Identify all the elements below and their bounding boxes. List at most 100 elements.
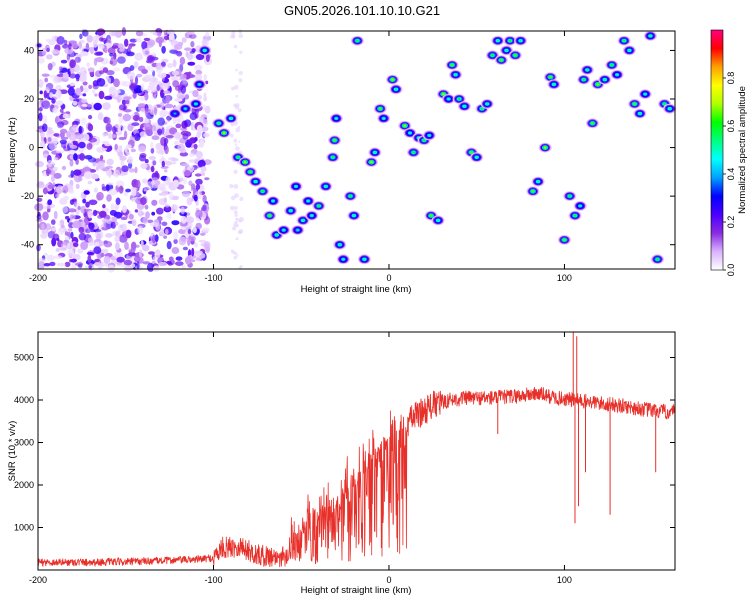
noise-speckle: [39, 90, 43, 95]
noise-speckle: [41, 47, 47, 56]
noise-speckle: [190, 41, 195, 48]
noise-speckle: [127, 156, 134, 164]
spectral-blob: [442, 94, 456, 104]
noise-speckle: [144, 74, 154, 80]
noise-speckle: [128, 44, 133, 50]
noise-speckle: [38, 260, 45, 270]
noise-speckle: [80, 117, 87, 126]
noise-speckle: [42, 115, 48, 124]
colorbar-tick-label: 0.4: [726, 168, 736, 181]
noise-speckle: [235, 218, 238, 221]
noise-speckle: [118, 117, 123, 124]
noise-speckle: [195, 151, 203, 159]
noise-speckle: [115, 197, 121, 205]
spectral-blob: [277, 225, 291, 236]
noise-speckle: [165, 176, 171, 185]
noise-speckle: [87, 210, 92, 219]
noise-speckle: [37, 80, 45, 85]
spectral-blob: [431, 215, 445, 226]
noise-speckle: [186, 197, 193, 206]
noise-speckle: [229, 133, 234, 138]
noise-speckle: [169, 49, 178, 54]
noise-speckle: [98, 45, 105, 50]
noise-speckle: [172, 80, 180, 88]
noise-speckle: [155, 36, 165, 44]
noise-speckle: [59, 197, 68, 205]
noise-speckle: [56, 185, 65, 194]
noise-speckle: [150, 86, 158, 92]
spectral-blob: [663, 103, 677, 114]
noise-speckle: [62, 206, 69, 214]
noise-speckle: [61, 241, 68, 250]
colorbar-tick-label: 0.0: [726, 264, 736, 277]
snr-series-line: [37, 386, 676, 568]
noise-speckle: [127, 124, 134, 132]
noise-speckle: [139, 96, 146, 101]
spectral-blob: [263, 210, 277, 221]
noise-speckle: [230, 86, 235, 91]
x-tick-label: -100: [204, 575, 222, 585]
noise-speckle: [201, 227, 210, 232]
noise-speckle: [68, 189, 75, 194]
noise-speckle: [58, 222, 62, 226]
noise-speckle: [77, 248, 84, 254]
spectral-blob: [312, 200, 326, 211]
noise-speckle: [171, 70, 180, 76]
noise-speckle: [172, 231, 179, 240]
noise-speckle: [141, 212, 145, 216]
spectral-blob: [301, 196, 315, 206]
noise-speckle: [144, 107, 149, 117]
noise-speckle: [95, 34, 100, 41]
spectrogram-features: [168, 30, 677, 265]
noise-speckle: [114, 30, 122, 38]
noise-speckle: [85, 42, 90, 50]
noise-speckle: [65, 215, 70, 220]
noise-speckle: [39, 131, 45, 138]
noise-speckle: [230, 122, 235, 127]
noise-speckle: [161, 45, 166, 54]
noise-speckle: [72, 242, 79, 247]
noise-speckle: [80, 205, 87, 214]
noise-speckle: [51, 227, 56, 232]
noise-speckle: [129, 82, 138, 90]
noise-speckle: [161, 160, 165, 168]
spectral-blob: [643, 30, 657, 41]
noise-speckle: [193, 64, 203, 71]
noise-speckle: [96, 78, 106, 87]
noise-speckle: [83, 190, 90, 195]
noise-speckle: [153, 93, 157, 99]
noise-speckle: [203, 241, 211, 250]
noise-speckle: [117, 56, 126, 64]
noise-speckle: [172, 117, 177, 125]
noise-speckle: [43, 90, 47, 99]
noise-speckle: [69, 82, 75, 87]
noise-speckle: [88, 199, 98, 206]
noise-speckle: [158, 261, 168, 267]
noise-speckle: [88, 114, 93, 120]
noise-speckle: [100, 248, 109, 254]
noise-speckle: [81, 103, 88, 107]
spectral-blob: [538, 142, 552, 153]
noise-speckle: [87, 67, 95, 73]
noise-speckle: [89, 46, 94, 55]
noise-speckle: [161, 155, 165, 162]
noise-speckle: [203, 132, 210, 138]
spectral-blob: [389, 84, 403, 95]
noise-speckle: [119, 48, 125, 52]
noise-speckle: [105, 233, 113, 238]
noise-speckle: [112, 125, 117, 134]
noise-speckle: [41, 230, 49, 234]
noise-speckle: [165, 94, 171, 104]
spectral-blob: [638, 89, 652, 100]
noise-speckle: [104, 263, 108, 267]
spectral-blob: [336, 254, 350, 265]
noise-speckle: [204, 105, 211, 114]
noise-speckle: [134, 76, 139, 85]
noise-speckle: [182, 246, 188, 251]
noise-speckle: [196, 124, 203, 133]
noise-speckle: [79, 51, 89, 57]
noise-speckle: [108, 86, 117, 95]
noise-speckle: [230, 205, 235, 211]
y-tick-label: 2000: [14, 480, 34, 490]
noise-speckle: [55, 248, 60, 252]
